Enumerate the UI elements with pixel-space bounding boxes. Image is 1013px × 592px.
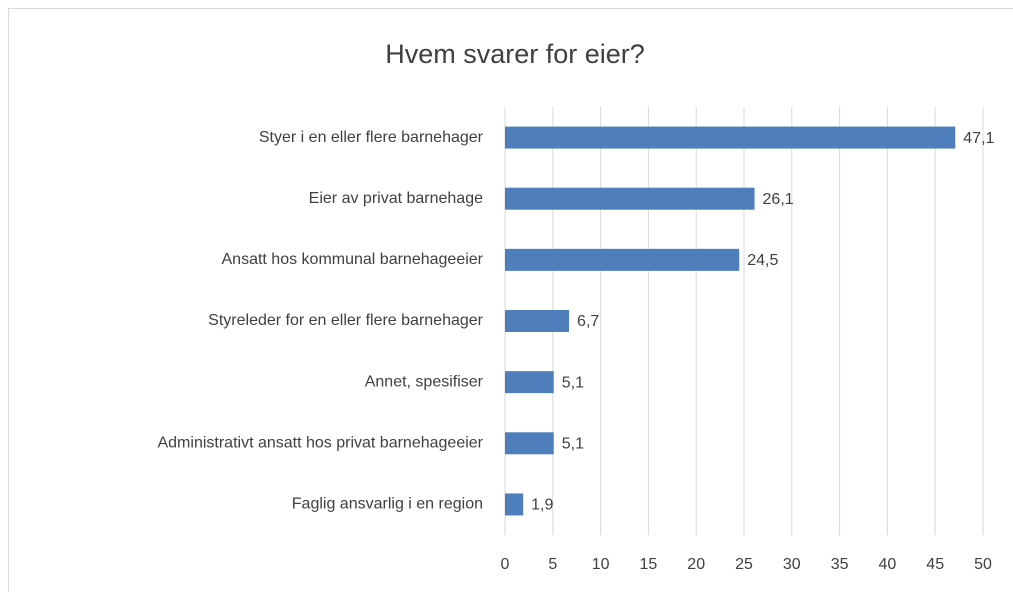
x-tick-label: 10 [592,556,610,573]
bar [505,126,956,149]
x-tick-label: 40 [879,556,897,573]
y-tick-label: Styreleder for en eller flere barnehager [208,312,483,329]
bar [505,310,570,332]
y-tick-label: Faglig ansvarlig i en region [292,496,483,513]
y-tick-label: Ansatt hos kommunal barnehageeier [222,251,484,268]
bar [505,432,554,455]
x-tick-label: 0 [501,556,510,573]
x-tick-label: 35 [831,556,849,573]
y-tick-label: Annet, spesifiser [365,373,484,390]
x-tick-label: 15 [640,556,658,573]
y-tick-label: Styer i en eller flere barnehager [259,129,484,146]
x-tick-label: 20 [687,556,705,573]
data-label: 26,1 [763,191,794,208]
bar [505,187,755,210]
x-tick-label: 50 [974,556,992,573]
x-tick-label: 25 [735,556,753,573]
bar [505,248,740,271]
data-label: 24,5 [747,252,778,269]
data-label: 5,1 [562,374,584,391]
data-label: 6,7 [577,313,599,330]
x-tick-label: 45 [926,556,944,573]
x-tick-label: 5 [548,556,557,573]
data-label: 47,1 [963,130,994,147]
y-tick-label: Eier av privat barnehage [309,190,483,207]
x-tick-label: 30 [783,556,801,573]
bar [505,371,554,394]
data-label: 5,1 [562,436,584,453]
data-label: 1,9 [531,497,553,514]
bar [505,493,524,516]
y-tick-label: Administrativt ansatt hos privat barneha… [157,435,483,452]
chart-title: Hvem svarer for eier? [385,39,645,69]
